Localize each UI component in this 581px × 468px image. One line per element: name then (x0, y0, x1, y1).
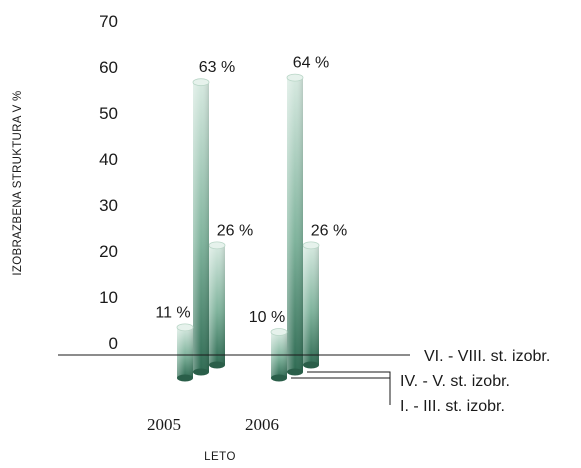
y-tick-label: 40 (99, 150, 118, 169)
y-tick-label: 70 (99, 12, 118, 31)
bar (286, 73, 304, 376)
legend-label: VI. - VIII. st. izobr. (424, 348, 550, 365)
data-label: 63 % (199, 59, 235, 76)
legend-item: IV. - V. st. izobr. (307, 371, 510, 390)
y-axis-label: IZOBRAZBENA STRUKTURA V % (12, 90, 24, 275)
y-tick-label: 20 (99, 242, 118, 261)
bar (192, 78, 210, 376)
y-axis-ticks: 70 60 50 40 30 20 10 0 (99, 12, 118, 353)
y-tick-label: 0 (109, 334, 118, 353)
y-tick-label: 60 (99, 58, 118, 77)
legend-item: VI. - VIII. st. izobr. (172, 348, 550, 365)
bar (176, 323, 194, 382)
x-axis-label: LETO (204, 451, 236, 463)
data-label: 26 % (311, 222, 347, 239)
y-tick-label: 50 (99, 104, 118, 123)
legend-item: I. - III. st. izobr. (291, 377, 505, 415)
legend-label: I. - III. st. izobr. (400, 398, 505, 415)
legend: VI. - VIII. st. izobr. IV. - V. st. izobr… (172, 348, 550, 415)
bars (176, 73, 320, 382)
data-labels: 26 % 63 % 11 % 26 % 64 % 10 % (155, 55, 347, 326)
category-labels: 2005 2006 (147, 415, 279, 434)
bar (302, 241, 320, 369)
data-label: 11 % (155, 304, 190, 321)
data-label: 10 % (249, 309, 285, 326)
legend-label: IV. - V. st. izobr. (400, 373, 510, 390)
category-label: 2005 (147, 415, 181, 434)
data-label: 64 % (293, 55, 329, 72)
bar (208, 241, 226, 369)
y-tick-label: 10 (99, 288, 118, 307)
y-tick-label: 30 (99, 196, 118, 215)
category-label: 2006 (245, 415, 279, 434)
data-label: 26 % (217, 222, 253, 239)
